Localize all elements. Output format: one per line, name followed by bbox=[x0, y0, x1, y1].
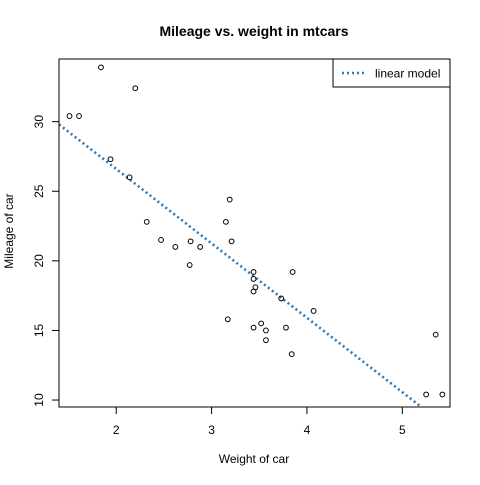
data-point bbox=[252, 284, 259, 291]
data-point bbox=[132, 85, 139, 92]
data-point bbox=[288, 351, 295, 358]
x-tick-label: 3 bbox=[208, 423, 215, 437]
x-axis-label: Weight of car bbox=[219, 452, 289, 466]
y-tick-label: 30 bbox=[32, 115, 46, 129]
data-point bbox=[224, 316, 231, 323]
data-point bbox=[76, 113, 82, 119]
data-point bbox=[310, 308, 317, 314]
data-points-layer bbox=[66, 64, 446, 398]
plot-frame bbox=[58, 58, 451, 408]
legend-label: linear model bbox=[375, 67, 440, 81]
data-point bbox=[187, 238, 194, 245]
data-point bbox=[222, 218, 229, 225]
y-tick-label: 10 bbox=[32, 393, 46, 407]
data-point bbox=[263, 337, 269, 344]
data-point bbox=[432, 331, 439, 338]
chart-title: Mileage vs. weight in mtcars bbox=[159, 23, 348, 39]
data-point bbox=[278, 295, 285, 302]
legend: linear model bbox=[332, 58, 451, 88]
y-tick-label: 20 bbox=[32, 254, 46, 268]
x-tick-label: 2 bbox=[113, 423, 120, 437]
data-point bbox=[258, 320, 265, 327]
data-point bbox=[143, 218, 150, 225]
y-tick-label: 15 bbox=[32, 323, 46, 337]
y-axis-label: Mileage of car bbox=[2, 193, 16, 268]
data-point bbox=[158, 237, 164, 243]
data-point bbox=[98, 64, 104, 71]
data-point bbox=[228, 238, 235, 245]
x-tick-label: 5 bbox=[399, 423, 406, 437]
data-point bbox=[186, 262, 193, 268]
data-point bbox=[423, 391, 430, 398]
x-tick-label: 4 bbox=[304, 423, 311, 437]
data-point bbox=[250, 269, 257, 275]
data-point bbox=[66, 113, 73, 119]
data-point bbox=[107, 156, 114, 163]
data-point bbox=[289, 269, 296, 275]
data-point bbox=[197, 244, 204, 250]
data-point bbox=[439, 391, 446, 398]
data-point bbox=[172, 244, 179, 250]
data-point bbox=[126, 174, 133, 181]
data-point bbox=[283, 324, 289, 331]
axes-layer: 2 3 4 5 10 15 20 25 30 bbox=[32, 58, 451, 437]
data-point bbox=[263, 327, 269, 334]
y-tick-label: 25 bbox=[32, 184, 46, 198]
data-point bbox=[226, 196, 233, 203]
data-point bbox=[250, 324, 257, 331]
data-point bbox=[250, 276, 257, 282]
